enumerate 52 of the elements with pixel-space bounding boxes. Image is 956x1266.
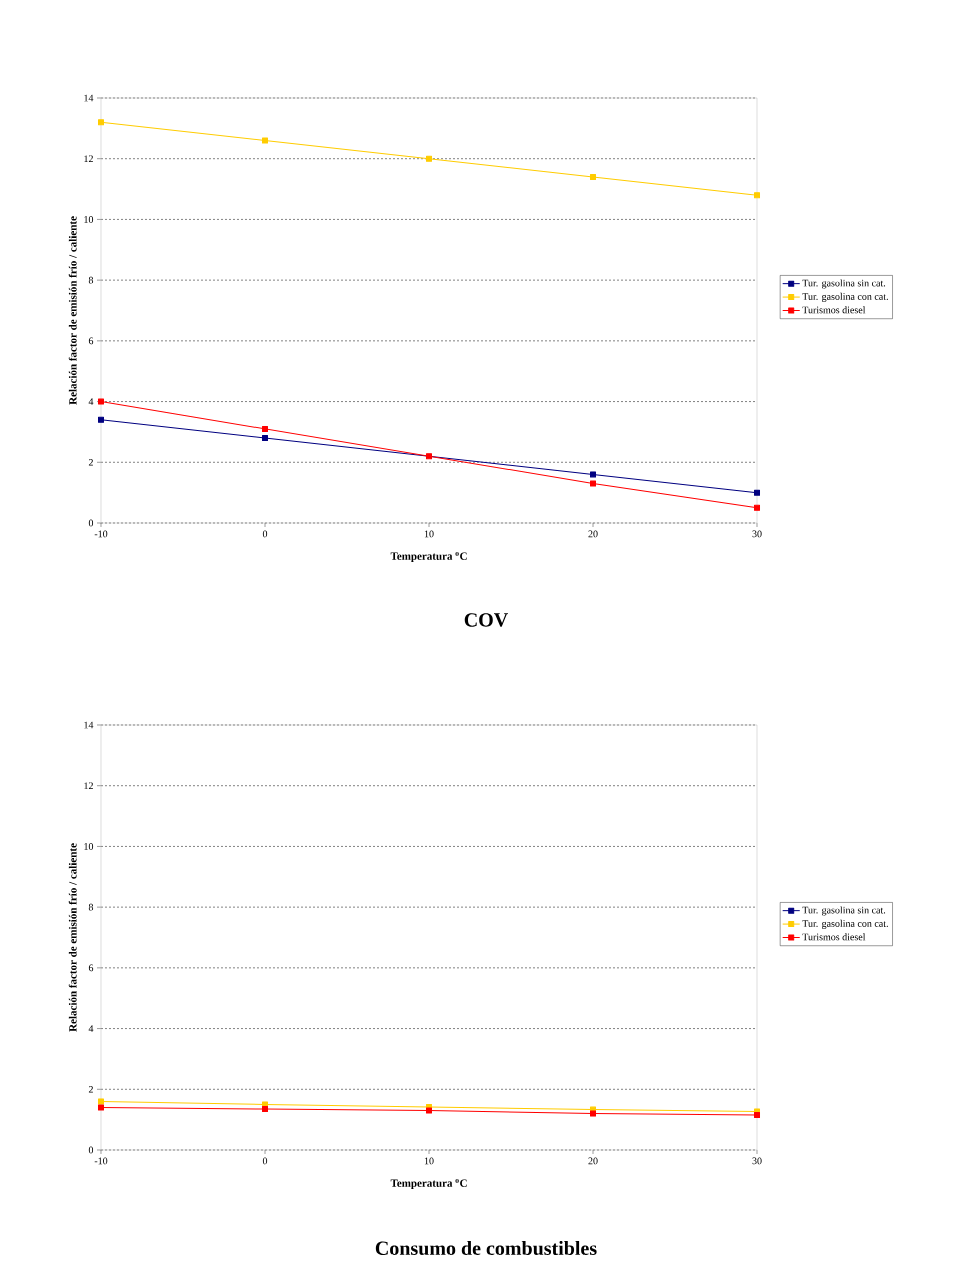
x-tick-label: 20 — [588, 530, 598, 538]
y-axis-title: Relación factor de emisión frío / caliente — [68, 216, 77, 405]
x-tick-label: 30 — [752, 530, 762, 538]
y-tick-label: 6 — [88, 964, 94, 972]
x-tick-label: -10 — [94, 530, 108, 538]
point — [590, 480, 597, 487]
point — [754, 192, 761, 199]
point — [98, 398, 104, 405]
x-tick-label: 10 — [424, 530, 434, 538]
y-tick-label: 8 — [88, 276, 94, 284]
y-tick-label: 10 — [84, 843, 94, 850]
legend-label: Turismos diesel — [802, 306, 866, 314]
y-tick-label: 0 — [88, 1146, 94, 1154]
x-axis-title: Temperatura $^{o}$C — [390, 1179, 467, 1190]
point — [590, 173, 597, 180]
y-tick-label: 4 — [88, 1025, 94, 1032]
x-tick-label: 20 — [588, 1157, 598, 1165]
y-tick-label: 12 — [84, 782, 93, 790]
x-tick-label: 0 — [262, 530, 268, 538]
point — [426, 155, 432, 162]
legend-label: Tur. gasolina sin cat. — [802, 279, 886, 289]
y-tick-label: 14 — [84, 94, 94, 102]
y-tick-label: 0 — [88, 519, 94, 527]
point — [262, 425, 268, 432]
y-tick-label: 4 — [88, 398, 94, 405]
point — [426, 453, 432, 460]
legend-label: Tur. gasolina sin cat. — [802, 906, 886, 916]
y-tick-label: 2 — [88, 1085, 93, 1093]
x-tick-label: -10 — [94, 1157, 108, 1165]
y-tick-label: 14 — [84, 721, 94, 729]
point — [262, 434, 268, 441]
x-tick-label: 0 — [262, 1157, 268, 1165]
text: COV — [464, 613, 508, 627]
y-tick-label: 8 — [88, 903, 94, 911]
legend-label: Turismos diesel — [802, 933, 866, 941]
point — [754, 489, 761, 496]
x-tick-label: 10 — [424, 1157, 434, 1165]
text: Consumo de combustibles — [375, 1240, 597, 1256]
y-tick-label: 10 — [84, 216, 94, 223]
y-tick-label: 2 — [88, 458, 93, 466]
point — [262, 137, 268, 144]
legend-label: Tur. gasolina con cat. — [802, 919, 888, 929]
point — [98, 416, 104, 423]
point — [754, 504, 761, 511]
y-axis-title: Relación factor de emisión frío / caliente — [68, 843, 77, 1032]
y-tick-label: 12 — [84, 155, 93, 163]
x-tick-label: 30 — [752, 1157, 762, 1165]
x-axis-title: Temperatura $^{o}$C — [390, 552, 467, 563]
y-tick-label: 6 — [88, 337, 94, 345]
point — [98, 119, 104, 126]
legend-label: Tur. gasolina con cat. — [802, 292, 888, 302]
point — [590, 471, 597, 478]
